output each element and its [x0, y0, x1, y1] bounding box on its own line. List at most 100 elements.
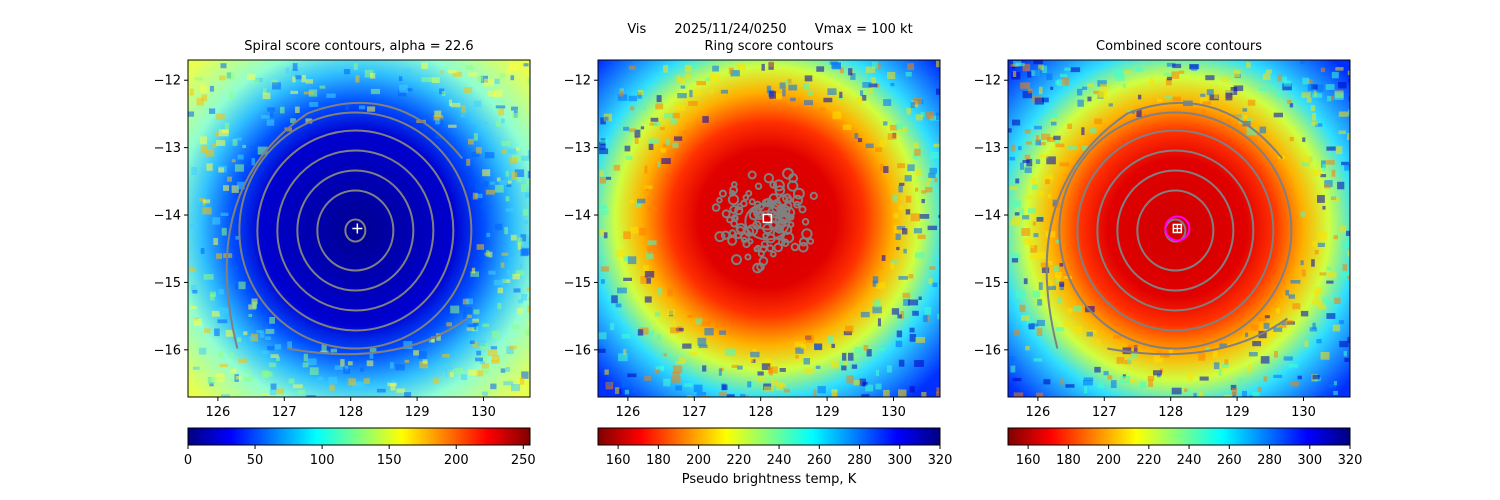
colorbar-ring: 160 180 200 220 240 260 280 300 320 [597, 427, 953, 468]
x-tick-label: 127 [1092, 405, 1117, 420]
colorbar-tick-label: 160 [606, 453, 631, 468]
contour-fragment [798, 237, 809, 247]
axes-frame [187, 59, 531, 398]
contour-fragment [734, 206, 744, 216]
contour-fragment [763, 173, 775, 184]
heatmap-texture [598, 60, 940, 397]
contour-fragment [720, 230, 731, 240]
contour-fragment [716, 196, 723, 204]
contour-fragment [748, 198, 756, 206]
y-tick-label: −15 [154, 276, 181, 291]
x-tick-label: 128 [1158, 405, 1183, 420]
contour-fragment [729, 185, 739, 195]
contour-fragment [711, 203, 721, 212]
x-tick-label: 128 [748, 405, 773, 420]
contour-fragment [754, 182, 763, 190]
x-tick-label: 127 [682, 405, 707, 420]
y-tick-label: −13 [564, 141, 591, 156]
contour-fragment [731, 254, 742, 266]
colorbar-combined: 160 180 200 220 240 260 280 300 320 [1007, 427, 1363, 468]
contour-fragment [730, 219, 739, 228]
contour-fragment [729, 205, 739, 214]
contour-lines [1045, 101, 1293, 356]
contour-fragment [728, 229, 737, 237]
colorbar-tick-label: 240 [767, 453, 792, 468]
contour-spiral [225, 101, 464, 349]
panel-title-spiral: Spiral score contours, alpha = 22.6 [244, 39, 474, 54]
y-tick-label: −16 [974, 343, 1001, 358]
contour-spiral [287, 317, 468, 356]
colorbar-tick-label: 250 [511, 453, 536, 468]
y-tick-label: −12 [974, 74, 1001, 89]
colorbar-gradient [187, 427, 531, 446]
colorbar-spiral: 0 50 100 150 200 250 [184, 427, 536, 468]
colorbar-tick-label: 180 [646, 453, 671, 468]
contour-fragment [770, 250, 777, 258]
colorbar-tick-label: 320 [1338, 453, 1363, 468]
colorbar-tick-label: 280 [1257, 453, 1282, 468]
contour-ring [238, 111, 473, 350]
colorbar-tick-label: 220 [726, 453, 751, 468]
contour-fragment [727, 235, 738, 246]
datetime-label: 2025/11/24/0250 [674, 22, 787, 37]
x-tick-label: 130 [881, 405, 906, 420]
vmax-label: Vmax = 100 kt [814, 22, 913, 37]
panel-title-combined: Combined score contours [1096, 39, 1262, 54]
contour-fragment [744, 253, 752, 261]
ring-score-panel: 126 127 128 129 130 −12 −13 −14 −15 −16 [564, 59, 941, 420]
heatmap-image [598, 60, 940, 397]
contour-fragment [781, 238, 790, 248]
contour-fragment [788, 173, 799, 184]
contour-fragment [714, 231, 726, 243]
contour-fragment [772, 179, 785, 192]
contour-ring [344, 218, 367, 243]
center-square-marker [762, 213, 773, 224]
x-tick-label: 128 [338, 405, 363, 420]
contour-fragment [726, 216, 734, 224]
contour-lines [225, 101, 473, 356]
contour-fragment [743, 226, 755, 237]
heatmap-texture [188, 62, 530, 397]
contour-ring [1058, 111, 1293, 350]
contour-fragment [721, 209, 731, 219]
colorbar-tick-label: 50 [247, 453, 264, 468]
axes-frame [597, 59, 941, 398]
colorbar-tick-label: 280 [847, 453, 872, 468]
colorbar-tick-label: 100 [310, 453, 335, 468]
contour-spiral [1045, 101, 1284, 349]
contour-fragment [759, 245, 768, 254]
x-tick-label: 126 [1025, 405, 1050, 420]
y-tick-label: −12 [154, 74, 181, 89]
y-tick-label: −16 [564, 343, 591, 358]
contour-fragment [801, 218, 810, 226]
colorbar-tick-label: 200 [686, 453, 711, 468]
contour-ring [1116, 169, 1235, 292]
contour-fragment [758, 256, 769, 266]
contour-fragment [792, 194, 803, 206]
contour-ring [296, 169, 415, 292]
contour-ring [1136, 189, 1215, 272]
figure-suptitle: Vis 2025/11/24/0250 Vmax = 100 kt [0, 22, 1500, 37]
y-tick-label: −12 [564, 74, 591, 89]
contour-ring [1076, 129, 1275, 332]
contour-ring [316, 189, 395, 272]
colorbar-gradient [597, 427, 941, 446]
colorbar-tick-label: 180 [1056, 453, 1081, 468]
center-plus-marker [1173, 224, 1182, 233]
contour-ring [276, 149, 435, 312]
colorbar-tick-label: 0 [184, 453, 192, 468]
colorbar-tick-label: 240 [1177, 453, 1202, 468]
contour-fragment [769, 180, 778, 189]
contour-fragment [774, 185, 786, 196]
colorbar-axis-label: Pseudo brightness temp, K [681, 472, 857, 487]
contour-ring [754, 210, 781, 231]
colorbar-tick-label: 320 [928, 453, 953, 468]
heatmap-image [1008, 60, 1350, 397]
x-tick-label: 129 [1225, 405, 1250, 420]
x-tick-label: 126 [205, 405, 230, 420]
y-tick-label: −15 [564, 276, 591, 291]
contour-fragment [751, 207, 758, 214]
heatmap-image [188, 60, 530, 397]
colorbar-tick-label: 260 [1217, 453, 1242, 468]
colorbar-tick-label: 300 [887, 453, 912, 468]
